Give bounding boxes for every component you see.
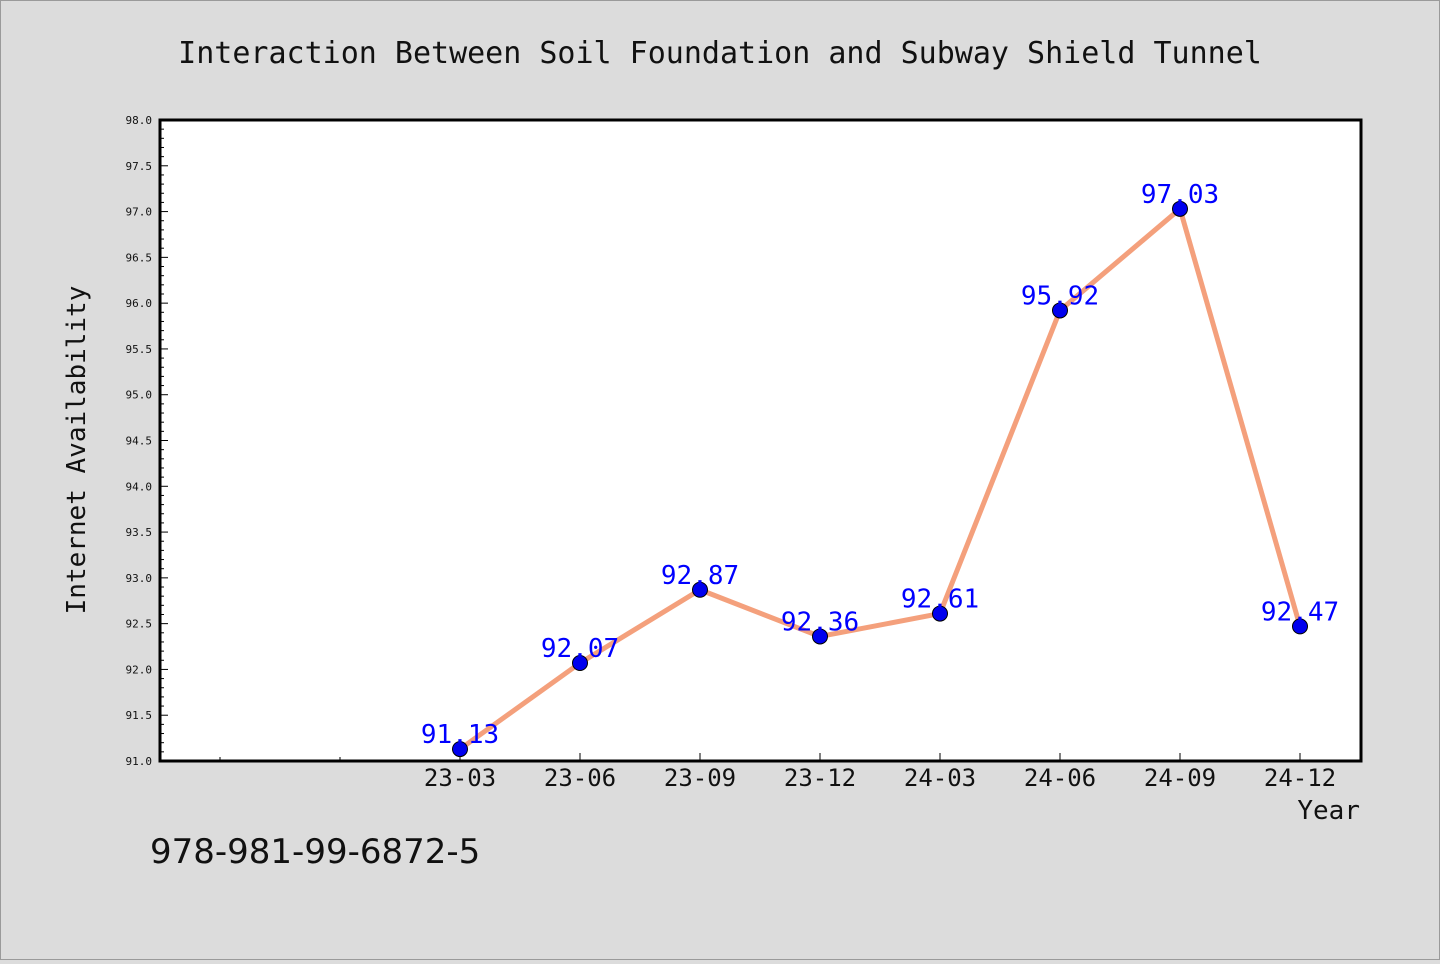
- isbn-caption: 978-981-99-6872-5: [150, 832, 480, 872]
